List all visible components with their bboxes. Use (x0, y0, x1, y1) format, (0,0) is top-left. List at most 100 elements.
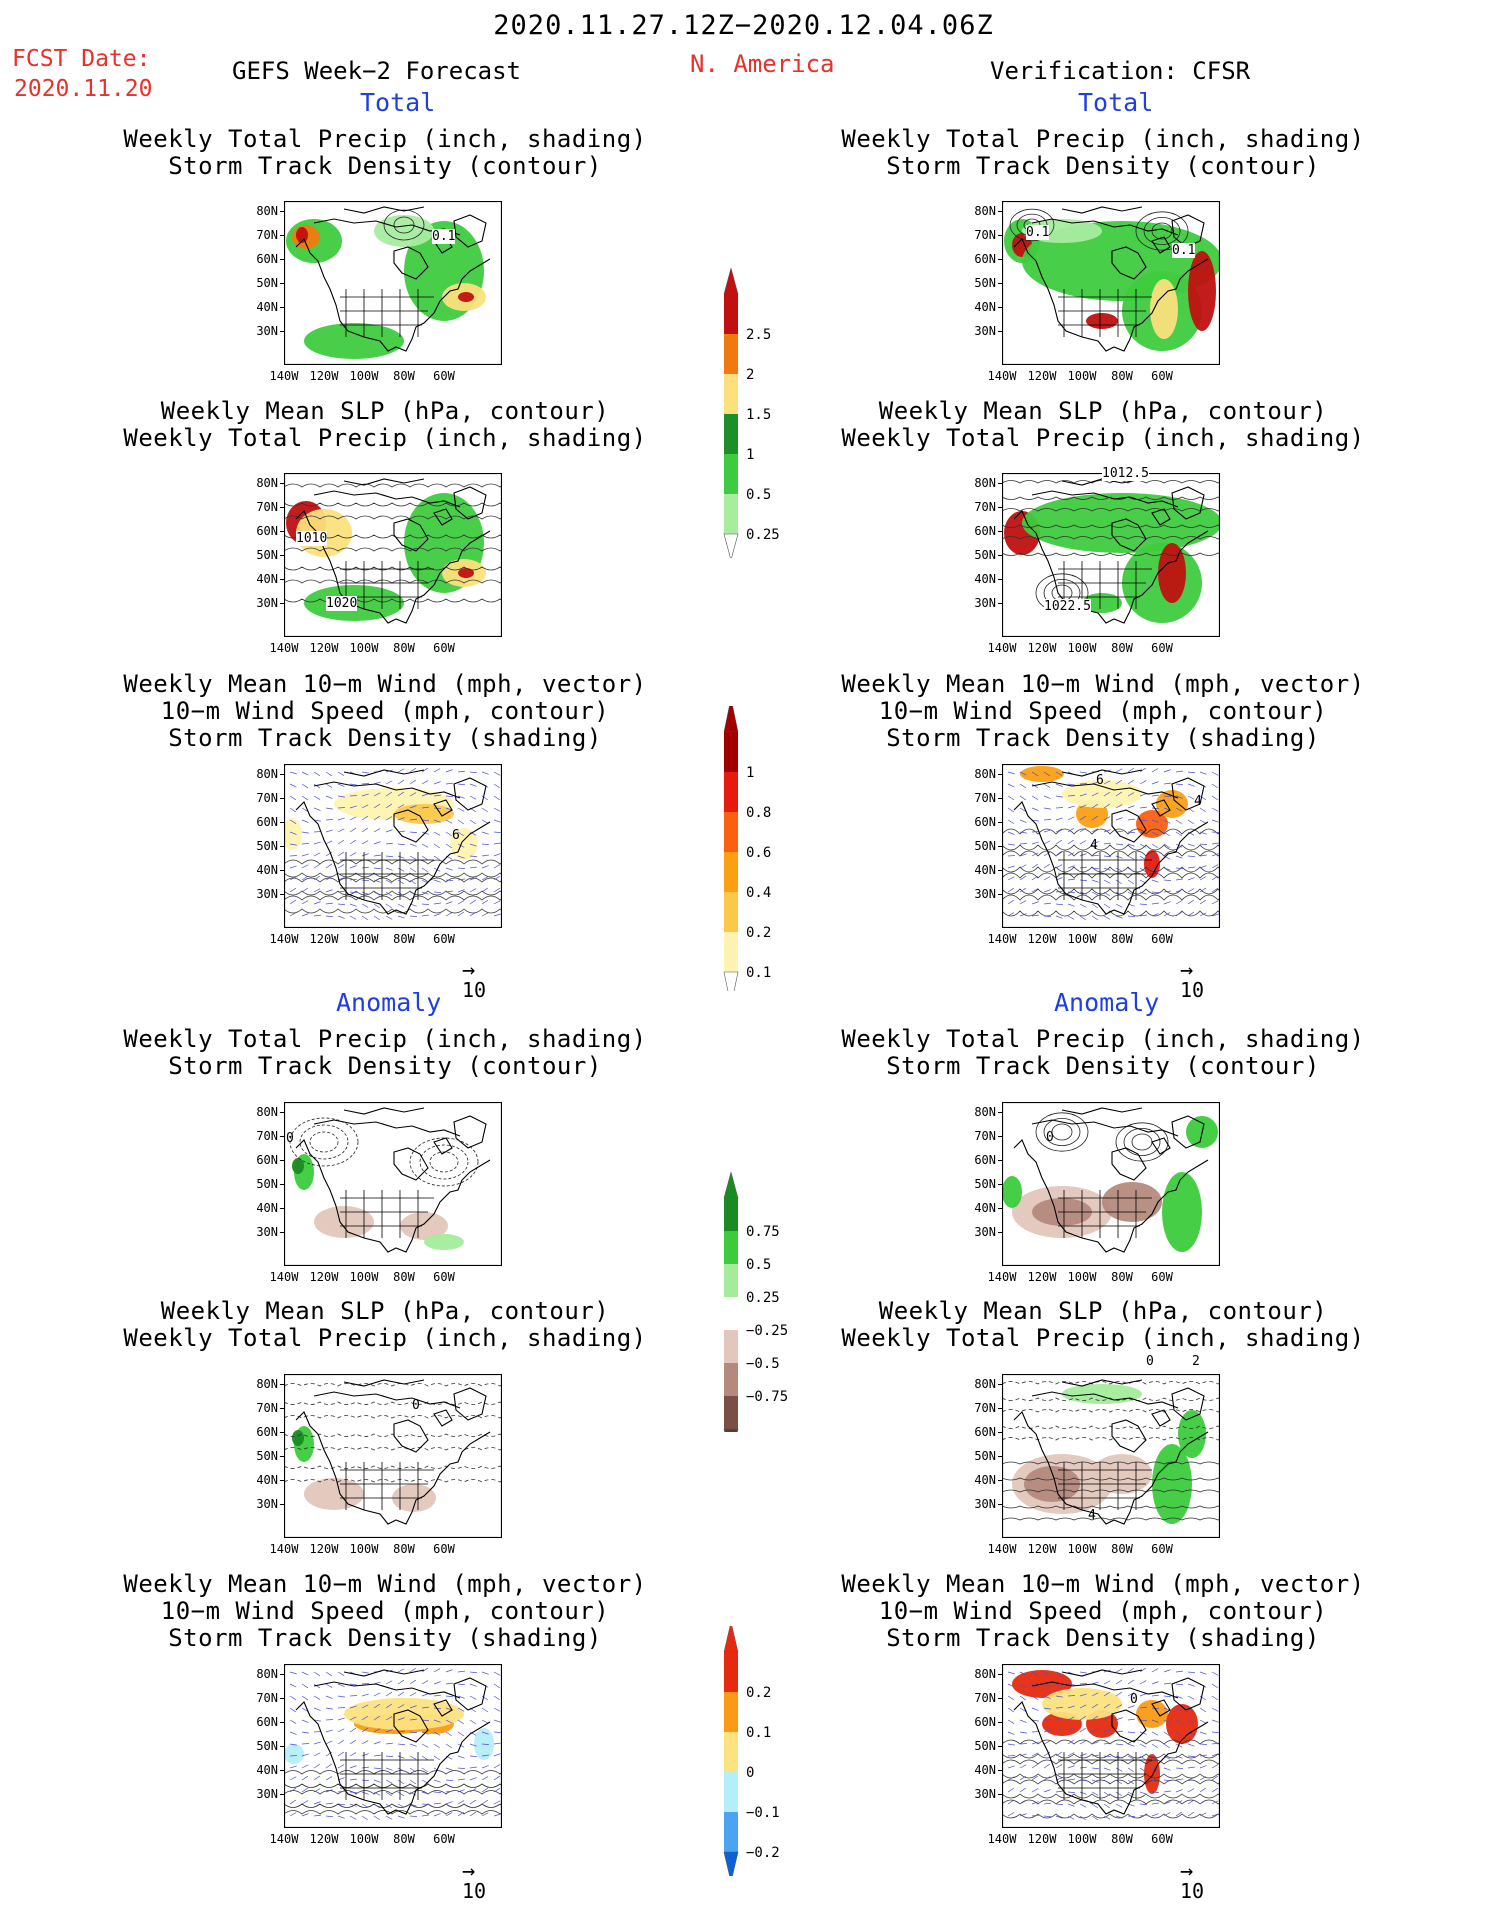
wind-vector (1079, 1791, 1087, 1795)
vector-reference-obs-total: → 10 (1180, 960, 1205, 1003)
wind-vector (1115, 1779, 1123, 1785)
wind-vector (337, 903, 345, 906)
wind-vector (1187, 1766, 1195, 1769)
wind-vector (493, 1742, 501, 1745)
latitude-label: 70N (974, 1691, 996, 1705)
wind-vector (409, 1731, 417, 1734)
wind-vector (373, 815, 381, 821)
wind-vector (1139, 1719, 1147, 1722)
longitude-label: 80W (1111, 1270, 1133, 1284)
wind-vector (445, 1682, 453, 1685)
vector-ref-value: 10 (1180, 978, 1205, 1002)
wind-vector (1007, 1695, 1015, 1701)
latitude-label: 60N (256, 524, 278, 538)
wind-vector (1187, 1695, 1195, 1700)
wind-vector (385, 867, 393, 871)
isoline (283, 598, 519, 603)
shaded-area (1136, 1700, 1168, 1728)
wind-vector (301, 1753, 309, 1757)
longitude-label: 120W (1027, 1270, 1057, 1284)
title-line: Weekly Total Precip (inch, shading) (841, 1324, 1365, 1352)
map-fc-total-wind-track: 80N 70N 60N 50N 40N 30N 140W 120W 100W 80W 60W (256, 763, 519, 946)
axis-tick (998, 822, 1002, 823)
longitude-label: 60W (433, 1832, 455, 1846)
wind-vector (1151, 819, 1159, 823)
colorbar-segment (724, 1297, 738, 1330)
contour-label: 6 (452, 828, 460, 843)
contour-label: 0 (1130, 1692, 1138, 1707)
wind-vector (289, 865, 297, 869)
colorbar-label: 0.4 (746, 885, 771, 901)
wind-vector (313, 831, 322, 833)
latitude-label: 30N (974, 1225, 996, 1239)
wind-vector (1127, 818, 1135, 821)
wind-vector (289, 771, 297, 775)
wind-vector (1211, 771, 1219, 776)
wind-vector (1031, 888, 1039, 893)
wind-vector (409, 1779, 417, 1785)
wind-vector (1067, 1778, 1075, 1781)
wind-vector (1067, 891, 1075, 894)
latitude-label: 70N (974, 1401, 996, 1415)
contour-line (1123, 1127, 1161, 1157)
wind-vector (1139, 1767, 1147, 1773)
longitude-label: 120W (1027, 932, 1057, 946)
latitude-label: 40N (256, 863, 278, 877)
isoline (1001, 1813, 1237, 1819)
wind-vector (1079, 804, 1087, 809)
isoline (1001, 1779, 1237, 1785)
coastline (433, 799, 453, 817)
wind-vector (493, 783, 501, 789)
wind-vector (1031, 1741, 1039, 1745)
wind-vector (1019, 771, 1027, 776)
wind-vector (481, 1799, 489, 1805)
wind-vector (1103, 803, 1111, 809)
vector-reference-fc-total: → 10 (462, 960, 486, 1003)
wind-vector (481, 1787, 488, 1793)
wind-vector (373, 1779, 381, 1783)
wind-vector (1079, 1740, 1087, 1745)
wind-vector (409, 831, 417, 834)
wind-vector (301, 853, 309, 857)
wind-vector (1043, 1740, 1051, 1745)
wind-vector (1067, 1815, 1075, 1820)
wind-vector (1115, 1679, 1123, 1685)
longitude-label: 120W (309, 1270, 339, 1284)
coastline (295, 510, 491, 624)
wind-vector (1103, 891, 1111, 897)
colorbar-label: 0.1 (746, 1725, 771, 1741)
colorbar-cap (723, 1851, 739, 1876)
latitude-label: 30N (256, 324, 278, 338)
isoline (1001, 1461, 1237, 1465)
coastline (1111, 518, 1147, 552)
longitude-label: 140W (269, 932, 299, 946)
wind-vector (469, 1683, 477, 1687)
map-canvas (1001, 1101, 1221, 1267)
latitude-label: 70N (974, 791, 996, 805)
wind-vector (1007, 1707, 1014, 1713)
wind-vector (469, 1731, 477, 1736)
wind-vector (481, 1812, 489, 1817)
longitude-label: 80W (1111, 369, 1133, 383)
title-line: Storm Track Density (contour) (886, 152, 1320, 180)
wind-vector (313, 1775, 321, 1781)
isoline (1001, 552, 1237, 556)
wind-vector (433, 1668, 441, 1673)
latitude-label: 50N (974, 1739, 996, 1753)
wind-vector (289, 1719, 297, 1724)
wind-vector (1199, 1707, 1207, 1713)
wind-vector (1163, 912, 1171, 917)
coastline (343, 1669, 425, 1677)
wind-vector (1151, 1694, 1159, 1697)
wind-vector (1031, 807, 1039, 811)
wind-vector (361, 815, 369, 821)
wind-vector (1019, 1671, 1027, 1676)
wind-vector (1007, 771, 1015, 775)
colorbar-label: 0.8 (746, 805, 771, 821)
wind-vector (493, 853, 501, 857)
latitude-label: 40N (256, 300, 278, 314)
wind-vector (445, 1743, 453, 1749)
wind-vector (1211, 1787, 1219, 1793)
wind-vector (1043, 819, 1052, 821)
wind-vector (493, 1813, 501, 1817)
